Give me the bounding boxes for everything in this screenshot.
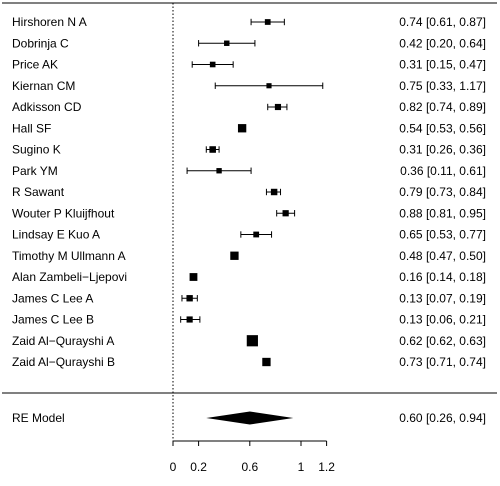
estimate-ci-text: 0.79 [0.73, 0.84] [399, 185, 486, 199]
estimate-ci-text: 0.62 [0.62, 0.63] [399, 334, 486, 348]
study-label: Sugino K [12, 143, 61, 157]
point-estimate-marker [237, 124, 247, 133]
estimate-ci-text: 0.88 [0.81, 0.95] [399, 206, 486, 220]
estimate-ci-text: 0.75 [0.33, 1.17] [399, 79, 486, 93]
point-estimate-marker [264, 19, 271, 25]
study-row: Adkisson CD 0.82 [0.74, 0.89] [12, 100, 486, 114]
estimate-ci-text: 0.13 [0.07, 0.19] [399, 291, 486, 305]
point-estimate-marker [209, 146, 216, 153]
point-estimate-marker [253, 231, 260, 238]
study-row: Wouter P Kluijfhout 0.88 [0.81, 0.95] [12, 206, 486, 220]
study-label: James C Lee A [12, 291, 93, 305]
point-estimate-marker [262, 357, 271, 367]
study-row: Price AK 0.31 [0.15, 0.47] [12, 58, 486, 72]
study-label: Hirshoren N A [12, 15, 87, 29]
point-estimate-marker [274, 103, 282, 111]
estimate-ci-text: 0.16 [0.14, 0.18] [399, 270, 486, 284]
study-row: Dobrinja C 0.42 [0.20, 0.64] [12, 36, 486, 50]
point-estimate-marker [186, 295, 193, 302]
estimate-ci-text: 0.74 [0.61, 0.87] [399, 15, 486, 29]
point-estimate-marker [270, 188, 278, 196]
point-estimate-marker [224, 40, 230, 46]
study-row: James C Lee B 0.13 [0.06, 0.21] [12, 313, 486, 327]
estimate-ci-text: 0.48 [0.47, 0.50] [399, 249, 486, 263]
study-row: Lindsay E Kuo A 0.65 [0.53, 0.77] [12, 228, 486, 242]
x-tick-label: 0 [170, 460, 177, 474]
study-row: Timothy M Ullmann A 0.48 [0.47, 0.50] [12, 249, 486, 263]
study-row: Park YM 0.36 [0.11, 0.61] [12, 164, 486, 178]
study-label: Wouter P Kluijfhout [12, 206, 115, 220]
point-estimate-marker [209, 61, 216, 68]
estimate-ci-text: 0.54 [0.53, 0.56] [399, 121, 486, 135]
study-row: Sugino K 0.31 [0.26, 0.36] [12, 143, 486, 157]
study-row: Hall SF 0.54 [0.53, 0.56] [12, 121, 486, 135]
point-estimate-marker [282, 210, 289, 217]
study-row: Zaid Al−Qurayshi A 0.62 [0.62, 0.63] [12, 334, 486, 348]
point-estimate-marker [186, 316, 193, 323]
point-estimate-marker [246, 335, 258, 347]
point-estimate-marker [189, 273, 198, 281]
study-row: Kiernan CM 0.75 [0.33, 1.17] [12, 79, 486, 93]
study-label: Price AK [12, 58, 58, 72]
study-label: Timothy M Ullmann A [12, 249, 126, 263]
point-estimate-marker [216, 168, 222, 174]
study-label: Adkisson CD [12, 100, 82, 114]
study-label: R Sawant [12, 185, 65, 199]
summary-estimate-text: 0.60 [0.26, 0.94] [399, 411, 486, 425]
summary-label: RE Model [12, 411, 65, 425]
estimate-ci-text: 0.31 [0.26, 0.36] [399, 143, 486, 157]
estimate-ci-text: 0.65 [0.53, 0.77] [399, 228, 486, 242]
x-tick-label: 1.2 [318, 460, 335, 474]
x-tick-label: 0.2 [190, 460, 207, 474]
estimate-ci-text: 0.13 [0.06, 0.21] [399, 313, 486, 327]
summary-row: RE Model 0.60 [0.26, 0.94] [12, 411, 486, 425]
study-row: Zaid Al−Qurayshi B 0.73 [0.71, 0.74] [12, 355, 486, 369]
study-row: R Sawant 0.79 [0.73, 0.84] [12, 185, 486, 199]
estimate-ci-text: 0.82 [0.74, 0.89] [399, 100, 486, 114]
study-row: James C Lee A 0.13 [0.07, 0.19] [12, 291, 486, 305]
point-estimate-marker [266, 83, 272, 89]
point-estimate-marker [230, 251, 239, 260]
study-row: Alan Zambeli−Ljepovi 0.16 [0.14, 0.18] [12, 270, 486, 284]
x-tick-label: 1 [298, 460, 305, 474]
x-tick-label: 0.6 [241, 460, 258, 474]
study-label: Alan Zambeli−Ljepovi [12, 270, 127, 284]
x-axis: 0 0.2 0.6 1 1.2 [170, 440, 335, 474]
study-label: Zaid Al−Qurayshi B [12, 355, 115, 369]
estimate-ci-text: 0.31 [0.15, 0.47] [399, 58, 486, 72]
estimate-ci-text: 0.36 [0.11, 0.61] [400, 164, 486, 178]
plot-frame [2, 2, 497, 394]
estimate-ci-text: 0.73 [0.71, 0.74] [399, 355, 486, 369]
study-row: Hirshoren N A 0.74 [0.61, 0.87] [12, 15, 486, 29]
summary-diamond [206, 411, 294, 425]
study-label: Lindsay E Kuo A [12, 228, 100, 242]
estimate-ci-text: 0.42 [0.20, 0.64] [399, 36, 486, 50]
study-label: Kiernan CM [12, 79, 75, 93]
study-label: Dobrinja C [12, 36, 69, 50]
study-label: Hall SF [12, 121, 51, 135]
study-label: James C Lee B [12, 313, 94, 327]
study-rows: Hirshoren N A 0.74 [0.61, 0.87] Dobrinja C… [12, 15, 486, 369]
study-label: Zaid Al−Qurayshi A [12, 334, 114, 348]
study-label: Park YM [12, 164, 58, 178]
